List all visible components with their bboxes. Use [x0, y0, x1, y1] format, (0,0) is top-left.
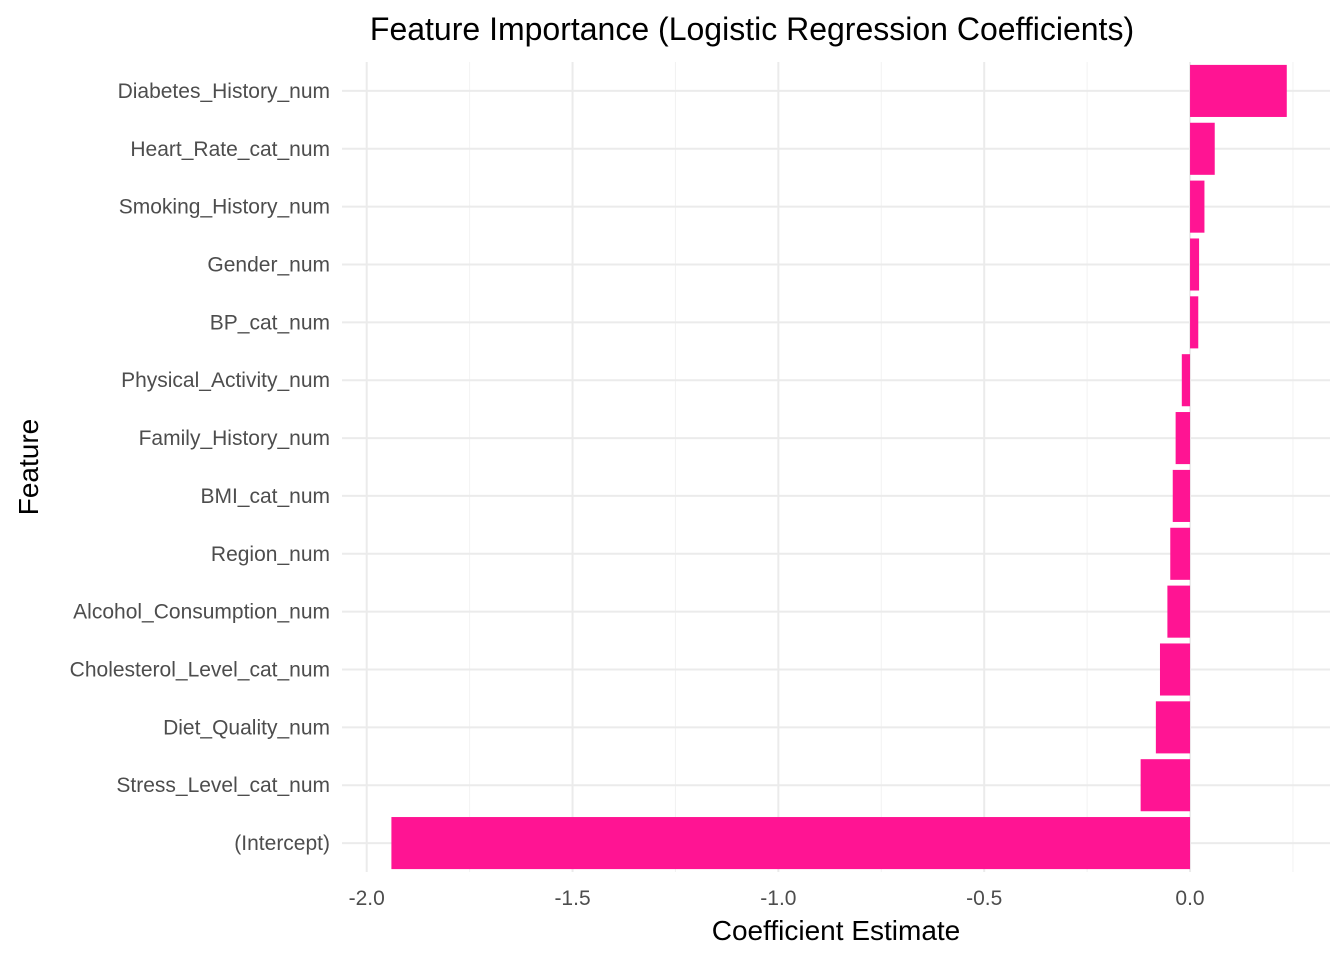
- bar: [1170, 527, 1191, 580]
- x-axis-title: Coefficient Estimate: [712, 915, 961, 946]
- bar: [1190, 296, 1199, 349]
- bar: [1190, 122, 1215, 175]
- x-tick-label: -1.0: [760, 887, 796, 910]
- bar: [1175, 412, 1191, 465]
- y-tick-labels: Diabetes_History_num Heart_Rate_cat_num Sm…: [70, 80, 330, 855]
- y-tick-label: Physical_Activity_num: [121, 369, 330, 392]
- y-tick-label: Smoking_History_num: [119, 196, 330, 219]
- y-tick-label: Heart_Rate_cat_num: [130, 138, 330, 161]
- bar: [1140, 759, 1191, 812]
- y-tick-label: Cholesterol_Level_cat_num: [70, 659, 330, 682]
- y-tick-label: (Intercept): [234, 832, 330, 855]
- y-tick-label: Diabetes_History_num: [118, 80, 330, 103]
- x-tick-label: 0.0: [1175, 887, 1204, 910]
- y-tick-label: Gender_num: [207, 254, 330, 277]
- bar: [1190, 64, 1287, 117]
- y-axis-title: Feature: [13, 419, 44, 516]
- bar: [1190, 180, 1205, 233]
- bars: [391, 64, 1287, 870]
- bar: [1155, 701, 1191, 754]
- bar: [391, 817, 1191, 870]
- bar: [1172, 469, 1191, 522]
- x-tick-label: -0.5: [966, 887, 1002, 910]
- bar: [1190, 238, 1200, 291]
- chart-title: Feature Importance (Logistic Regression …: [370, 11, 1134, 47]
- bar: [1167, 585, 1191, 638]
- y-tick-label: Family_History_num: [139, 427, 330, 450]
- y-tick-label: Alcohol_Consumption_num: [73, 601, 330, 624]
- x-tick-labels: -2.0 -1.5 -1.0 -0.5 0.0: [349, 887, 1205, 910]
- y-tick-label: BP_cat_num: [210, 311, 330, 334]
- y-tick-label: BMI_cat_num: [200, 485, 330, 508]
- bar: [1181, 354, 1191, 407]
- x-tick-label: -2.0: [349, 887, 385, 910]
- bar: [1159, 643, 1191, 696]
- y-tick-label: Region_num: [211, 543, 330, 566]
- x-tick-label: -1.5: [554, 887, 590, 910]
- y-tick-label: Diet_Quality_num: [163, 716, 330, 739]
- y-tick-label: Stress_Level_cat_num: [116, 774, 330, 797]
